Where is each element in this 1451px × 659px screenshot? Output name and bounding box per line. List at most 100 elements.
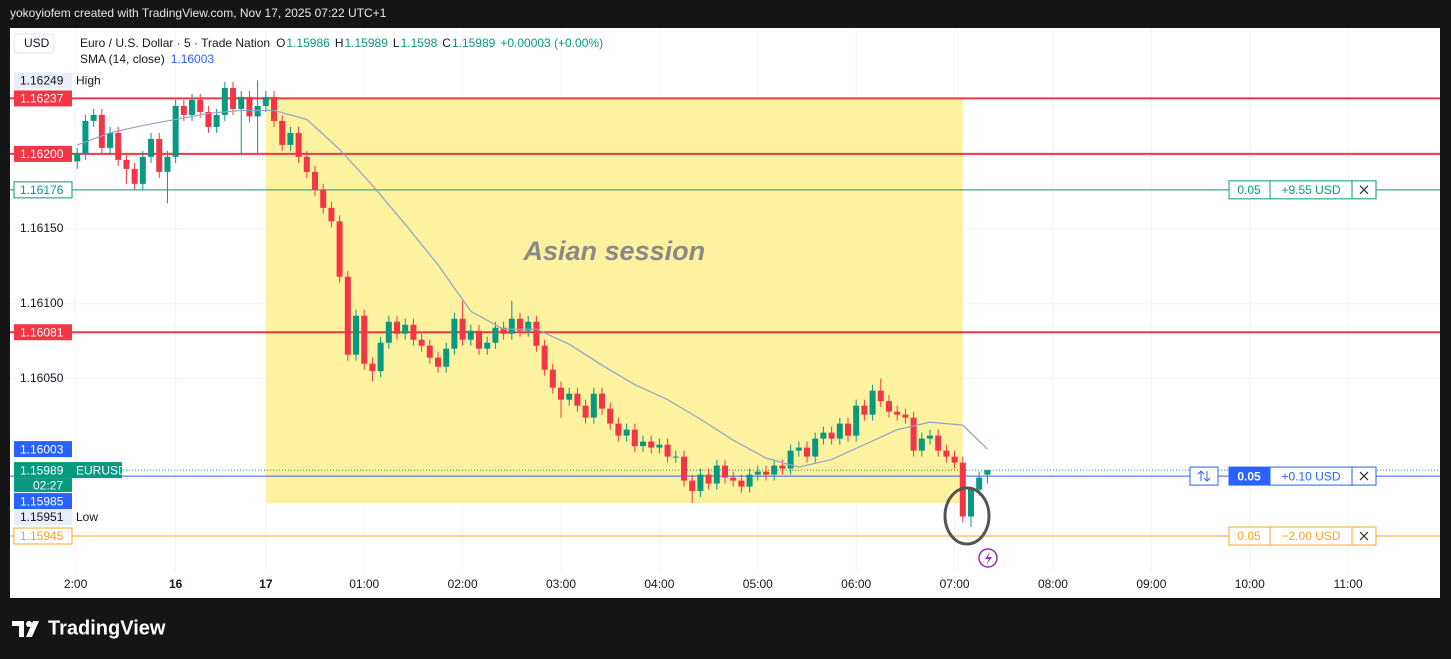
low-price-label: 1.15951 (20, 510, 64, 524)
high-price-label: 1.16249 (20, 74, 64, 88)
circle-annotation (943, 486, 991, 546)
candle-body (820, 432, 827, 439)
candle-body (574, 393, 581, 406)
candle-body (484, 342, 491, 349)
candle-body (599, 393, 606, 409)
high-price-label-bg (14, 72, 72, 89)
candle-body (230, 87, 237, 109)
candle-body (262, 96, 269, 106)
x-tick-label: 11:00 (1334, 577, 1363, 591)
close-icon (1359, 531, 1369, 541)
high-text: High (76, 74, 101, 88)
candle-body (582, 405, 589, 418)
candle-body (361, 315, 368, 364)
order-price-label-bg (13, 181, 73, 199)
order-qty: 0.05 (1237, 183, 1261, 197)
candle-body (705, 474, 712, 484)
sma-legend: SMA (14, close) 1.16003 (80, 52, 214, 66)
candle-body (541, 345, 548, 370)
sma-price-label: 1.16003 (20, 442, 64, 456)
x-tick-label: 16 (169, 577, 183, 591)
candle-body (713, 465, 720, 484)
candle-body (197, 99, 204, 112)
candle-body (353, 315, 360, 355)
candle-body (779, 465, 786, 469)
candle-body (74, 153, 81, 162)
order-reverse-button[interactable] (1189, 466, 1219, 486)
candle-body (787, 450, 794, 469)
candle-body (443, 348, 450, 367)
session-box (265, 98, 963, 504)
candle-body (885, 401, 892, 412)
candle-body (172, 105, 179, 157)
candle-body (697, 474, 704, 492)
candle-body (951, 456, 958, 463)
candle-body (664, 444, 671, 457)
currency-box[interactable] (13, 33, 55, 54)
level-label: 1.16200 (20, 147, 64, 161)
last-symbol: EURUSD (76, 463, 127, 477)
candle-body (467, 330, 474, 340)
countdown: 02:27 (33, 478, 63, 492)
candle-body (853, 405, 860, 436)
candle-body (328, 207, 335, 222)
x-tick-label: 08:00 (1038, 577, 1068, 591)
order-price-label-bg (13, 527, 73, 545)
x-tick-label: 03:00 (546, 577, 576, 591)
ohlc-value: 1.15989 (452, 36, 496, 50)
x-tick-label: 02:00 (448, 577, 478, 591)
candle-body (394, 321, 401, 334)
candle-body (517, 318, 524, 331)
close-icon (1359, 185, 1369, 195)
ohlc-label: C (442, 36, 451, 50)
candle-body (344, 276, 351, 355)
candle-body (607, 408, 614, 424)
logo-mark (26, 621, 32, 627)
candle-body (631, 429, 638, 447)
candle-body (287, 132, 294, 145)
sma-line (77, 109, 988, 468)
close-icon (1359, 471, 1369, 481)
order-qty: 0.05 (1237, 469, 1261, 483)
candle-body (320, 189, 327, 208)
logo: TradingView (12, 617, 166, 639)
candle-body (139, 156, 146, 184)
candle-body (254, 105, 261, 117)
x-tick-label: 06:00 (841, 577, 871, 591)
candle-body (213, 114, 220, 127)
ohlc-label: O (276, 36, 285, 50)
x-tick-label: 04:00 (644, 577, 674, 591)
currency: USD (24, 36, 50, 50)
x-tick-label: 17 (259, 577, 273, 591)
candle-body (836, 423, 843, 439)
candle-body (377, 342, 384, 372)
candle-body (82, 120, 89, 154)
candle-body (746, 474, 753, 487)
candle-body (689, 480, 696, 492)
candle-body (844, 423, 851, 436)
candle-body (533, 321, 540, 346)
candle-body (549, 369, 556, 388)
candle-body (90, 114, 97, 121)
candle-body (967, 489, 974, 517)
candle-body (918, 438, 925, 451)
candle-body (418, 339, 425, 346)
candle-body (656, 444, 663, 448)
candle-body (566, 393, 573, 400)
x-tick-label: 07:00 (940, 577, 970, 591)
ohlc-value: 1.1598 (401, 36, 438, 50)
ohlc-value: 1.15986 (286, 36, 330, 50)
candle-body (98, 114, 105, 148)
candle-body (861, 405, 868, 415)
candle-body (926, 435, 933, 439)
candle-body (402, 324, 409, 334)
candle-body (115, 132, 122, 160)
candle-body (812, 438, 819, 457)
plot: Asian session 1.16150 1.16100 1.16050 2:00 16… (10, 28, 1440, 591)
candle-body (107, 132, 114, 148)
candle-body (943, 450, 950, 457)
candle-body (910, 417, 917, 451)
logo-mark (26, 621, 39, 637)
level-label: 1.16081 (20, 325, 64, 339)
